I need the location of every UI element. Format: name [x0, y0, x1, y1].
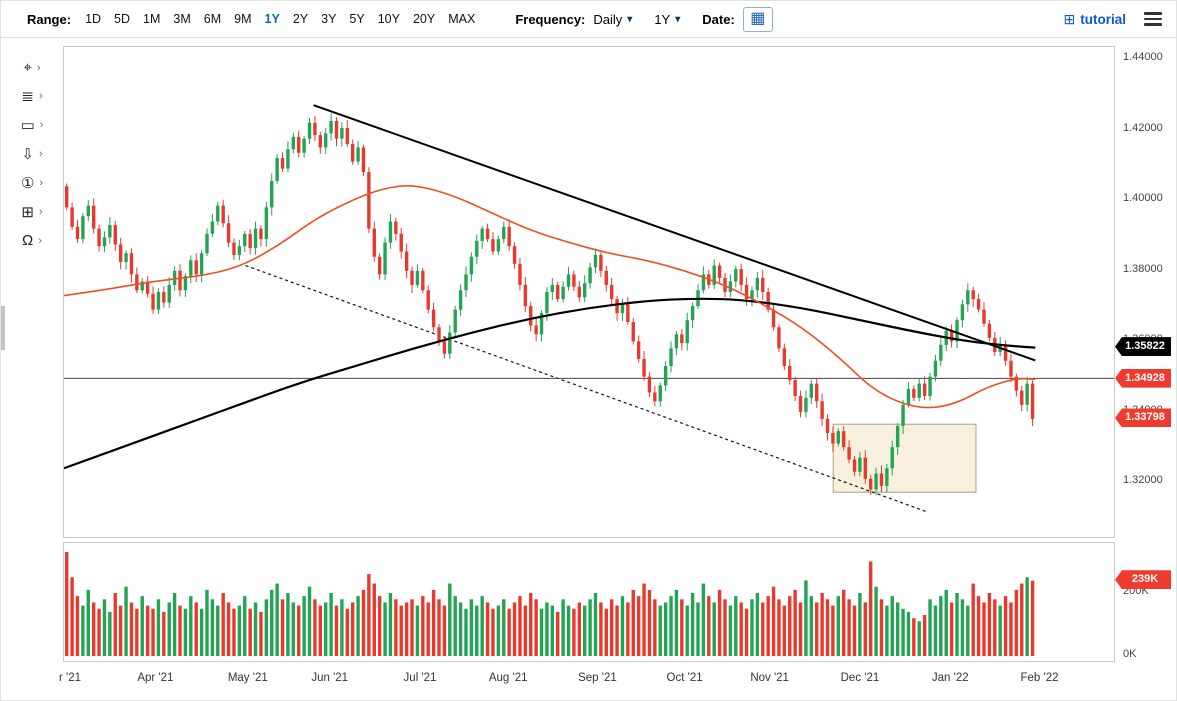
- calendar-icon: ▦: [750, 10, 766, 27]
- period-dropdown[interactable]: 1Y ▾: [654, 12, 680, 27]
- slow-ma-line: [64, 297, 1036, 470]
- x-axis-label: Apr '21: [137, 672, 174, 684]
- x-axis-label: May '21: [227, 672, 268, 684]
- x-axis-label: Feb '22: [1020, 672, 1059, 684]
- date-label: Date:: [702, 11, 735, 27]
- drawing-tools-sidebar: ⌖ › ≣ › ▭ › ⇩ › ① › ⊞ › Ω ›: [1, 46, 63, 694]
- period-value: 1Y: [654, 11, 671, 27]
- volume-axis-tick: 0K: [1123, 648, 1137, 660]
- fibonacci-list-tool-icon: ≣: [21, 88, 34, 105]
- x-axis: r '21 Apr '21 May '21 Jun '21 Jul '21 Aug '21…: [59, 668, 1115, 694]
- grid-settings-tool-button[interactable]: ⊞ ›: [19, 202, 44, 222]
- fibonacci-list-tool-button[interactable]: ≣ ›: [19, 86, 44, 106]
- shapes-tool-icon: ▭: [20, 117, 35, 134]
- chart-workspace: ⌖ › ≣ › ▭ › ⇩ › ① › ⊞ › Ω › r '21 Apr '21 May '21 Jun '2…: [1, 38, 1176, 694]
- range-option-1m[interactable]: 1M: [137, 10, 166, 28]
- y-axis-tick: 1.40000: [1123, 192, 1163, 205]
- range-option-1d[interactable]: 1D: [79, 10, 107, 28]
- x-axis-label: r '21: [59, 672, 82, 684]
- chevron-right-icon: ›: [36, 61, 41, 74]
- range-option-3m[interactable]: 3M: [167, 10, 196, 28]
- volume-axis-gutter: 200K 0K 239K: [1115, 542, 1176, 662]
- price-pane[interactable]: [63, 46, 1115, 538]
- range-option-2y[interactable]: 2Y: [287, 10, 314, 28]
- y-axis-tick: 1.42000: [1123, 121, 1163, 134]
- range-option-5d[interactable]: 5D: [108, 10, 136, 28]
- chevron-right-icon: ›: [38, 206, 43, 218]
- frequency-dropdown[interactable]: Daily ▾: [593, 12, 632, 27]
- volume-chart-svg[interactable]: [64, 543, 1114, 661]
- range-option-5y[interactable]: 5Y: [343, 10, 370, 28]
- range-option-20y[interactable]: 20Y: [407, 10, 441, 28]
- x-axis-label: Jul '21: [403, 672, 437, 684]
- x-axis-label: Sep '21: [578, 672, 617, 684]
- arrow-annotation-tool-button[interactable]: ⇩ ›: [19, 144, 44, 164]
- range-option-10y[interactable]: 10Y: [372, 10, 406, 28]
- grid-settings-tool-icon: ⊞: [21, 204, 34, 221]
- magnet-tool-icon: Ω: [22, 232, 34, 249]
- range-option-3y[interactable]: 3Y: [315, 10, 342, 28]
- chevron-right-icon: ›: [38, 234, 42, 247]
- shapes-tool-button[interactable]: ▭ ›: [19, 115, 46, 135]
- chevron-right-icon: ›: [39, 119, 44, 131]
- y-axis-tick: 1.38000: [1123, 262, 1163, 275]
- chevron-right-icon: ›: [38, 90, 43, 102]
- x-axis-label: Jun '21: [311, 672, 349, 684]
- y-axis-tick: 1.44000: [1123, 51, 1163, 64]
- price-badge: 1.35822: [1115, 337, 1171, 357]
- chevron-right-icon: ›: [38, 148, 43, 160]
- range-label: Range:: [27, 11, 72, 27]
- date-picker-button[interactable]: ▦: [742, 6, 773, 32]
- solid-trendline: [313, 104, 1036, 362]
- chevron-down-icon: ▾: [675, 13, 681, 25]
- highlight-box: [832, 423, 977, 493]
- range-option-max[interactable]: MAX: [442, 10, 481, 28]
- volume-badge: 239K: [1115, 570, 1171, 590]
- y-axis: 1.440001.420001.400001.380001.360001.340…: [1115, 46, 1176, 694]
- x-axis-label: Jan '22: [931, 672, 969, 684]
- volume-bars-group: [64, 552, 1035, 656]
- x-axis-label: Nov '21: [750, 672, 789, 684]
- x-axis-label: Oct '21: [666, 672, 703, 684]
- toolbar-right: ⊞ tutorial: [1064, 10, 1164, 28]
- fast-ma-line: [64, 185, 1036, 409]
- frequency-value: Daily: [593, 11, 623, 27]
- chevron-right-icon: ›: [39, 177, 44, 189]
- toolbar: Range: 1D 5D 1M 3M 6M 9M 1Y 2Y 3Y 5Y 10Y 20Y MAX Fre…: [1, 1, 1176, 38]
- range-option-1y[interactable]: 1Y: [259, 10, 286, 28]
- dashed-trendline: [245, 264, 929, 513]
- price-axis-gutter: 1.440001.420001.400001.380001.360001.340…: [1115, 46, 1176, 538]
- volume-pane[interactable]: [63, 542, 1115, 662]
- menu-button[interactable]: [1142, 10, 1164, 28]
- pointer-line-tool-button[interactable]: ⌖ ›: [21, 58, 42, 77]
- frequency-label: Frequency:: [515, 11, 586, 27]
- chart-area: r '21 Apr '21 May '21 Jun '21 Jul '21 Aug '21…: [59, 46, 1115, 694]
- number-annotation-tool-icon: ①: [20, 175, 35, 192]
- pointer-line-tool-icon: ⌖: [23, 59, 32, 76]
- price-badge: 1.34928: [1115, 368, 1171, 388]
- range-option-6m[interactable]: 6M: [198, 10, 227, 28]
- price-chart-svg[interactable]: [64, 47, 1114, 537]
- panel-resize-handle[interactable]: [1, 306, 5, 350]
- price-badge: 1.33798: [1115, 408, 1171, 428]
- grid-icon: ⊞: [1063, 10, 1076, 27]
- chevron-down-icon: ▾: [627, 13, 633, 25]
- tutorial-link[interactable]: ⊞ tutorial: [1064, 11, 1126, 28]
- candles-group: [64, 113, 1035, 496]
- y-axis-tick: 1.32000: [1123, 474, 1163, 487]
- number-annotation-tool-button[interactable]: ① ›: [19, 173, 45, 193]
- tutorial-label: tutorial: [1080, 11, 1126, 27]
- x-axis-label: Dec '21: [840, 672, 880, 684]
- range-selector: 1D 5D 1M 3M 6M 9M 1Y 2Y 3Y 5Y 10Y 20Y MAX: [79, 10, 481, 28]
- menu-icon: [1144, 12, 1162, 15]
- range-option-9m[interactable]: 9M: [228, 10, 257, 28]
- magnet-tool-button[interactable]: Ω ›: [20, 231, 44, 250]
- x-axis-label: Aug '21: [488, 672, 528, 684]
- arrow-annotation-tool-icon: ⇩: [21, 146, 34, 163]
